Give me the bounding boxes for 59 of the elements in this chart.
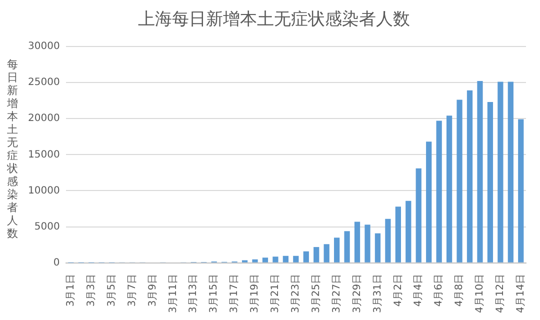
- bar: [487, 102, 494, 262]
- x-tick-label: 3月11日: [168, 274, 179, 314]
- bar: [406, 200, 412, 262]
- x-tick-label: 3月3日: [86, 274, 97, 307]
- x-tick-label: 3月5日: [106, 274, 118, 307]
- bar: [466, 90, 473, 262]
- x-tick-label: 3月27日: [331, 274, 342, 314]
- x-tick-label: 3月21日: [270, 274, 282, 314]
- y-tick-label: 10000: [28, 185, 60, 196]
- y-tick-label: 30000: [28, 40, 60, 52]
- x-tick-label: 4月14日: [515, 274, 526, 314]
- bar: [344, 231, 350, 262]
- x-tick-label: 3月31日: [372, 274, 384, 314]
- y-tick-label: 5000: [34, 221, 60, 232]
- bar: [395, 206, 401, 262]
- x-tick-label: 3月7日: [126, 274, 138, 307]
- bar: [374, 233, 381, 262]
- bar: [282, 256, 288, 262]
- y-tick-label: 25000: [28, 77, 60, 88]
- x-tick-label: 4月6日: [434, 274, 445, 307]
- bar: [518, 119, 524, 262]
- bar: [416, 168, 422, 262]
- y-tick-label: 20000: [28, 113, 60, 124]
- x-tick-label: 4月12日: [495, 274, 506, 314]
- bar: [334, 238, 340, 262]
- bar: [364, 224, 370, 262]
- x-tick-label: 3月15日: [208, 274, 220, 314]
- bar: [324, 244, 330, 262]
- bar: [252, 259, 258, 262]
- bar: [272, 256, 278, 262]
- y-tick-label: 0: [53, 258, 60, 269]
- x-tick-label: 3月25日: [310, 274, 322, 314]
- x-tick-label: 3月9日: [147, 274, 158, 307]
- chart-title: 上海每日新增本土无症状感染者人数: [138, 10, 410, 30]
- bar: [498, 82, 504, 262]
- x-tick-label: 4月8日: [454, 274, 466, 307]
- bar: [354, 222, 360, 262]
- text: 每日新增本土无症状感染者人数: [7, 58, 18, 240]
- bar: [385, 218, 391, 262]
- bar: [477, 81, 483, 262]
- x-tick-label: 3月19日: [250, 274, 261, 314]
- x-tick-label: 3月23日: [290, 274, 302, 314]
- bar: [436, 120, 442, 262]
- bar: [303, 251, 309, 262]
- bar: [314, 247, 320, 262]
- x-tick-label: 4月4日: [413, 274, 424, 307]
- bar: [456, 100, 462, 262]
- y-tick-label: 15000: [28, 149, 60, 160]
- x-tick-label: 4月10日: [474, 274, 486, 314]
- x-tick-label: 3月1日: [66, 274, 77, 307]
- x-tick-label: 3月29日: [352, 274, 363, 314]
- x-tick-label: 3月13日: [188, 274, 200, 314]
- bar: [293, 256, 299, 262]
- bar: [262, 258, 268, 262]
- x-tick-label: 3月17日: [229, 274, 240, 314]
- bar: [446, 116, 452, 262]
- x-tick-label: 4月2日: [392, 274, 404, 307]
- bar: [508, 82, 514, 262]
- bar: [426, 142, 432, 262]
